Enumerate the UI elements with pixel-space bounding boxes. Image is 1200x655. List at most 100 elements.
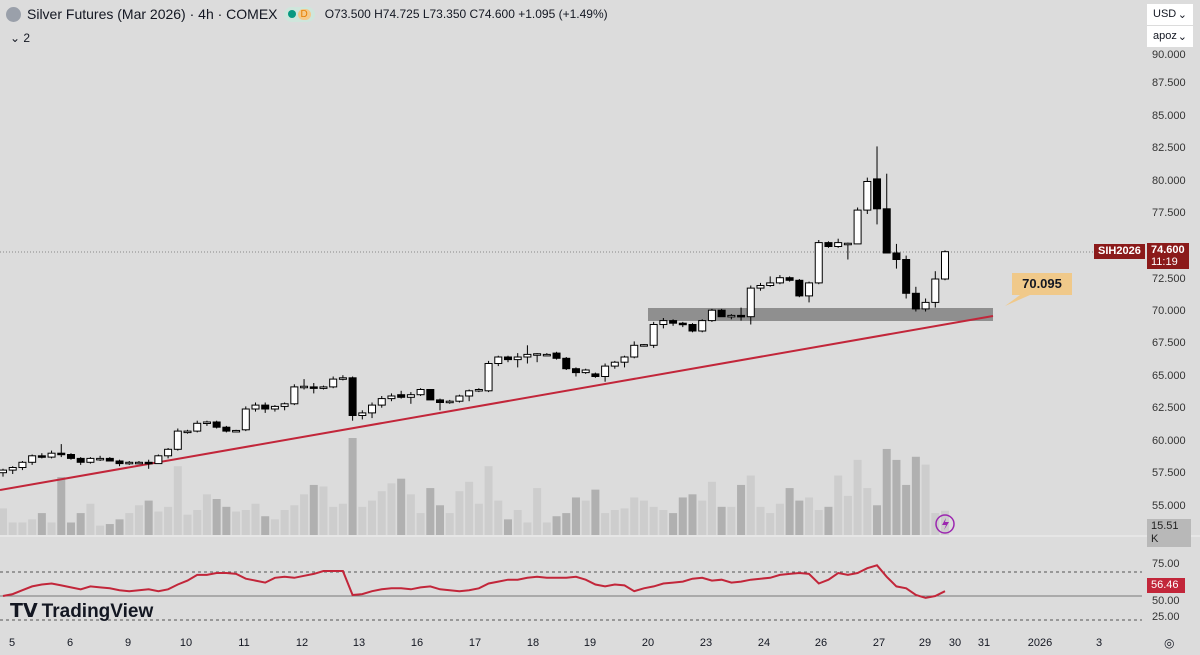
candle[interactable] — [795, 279, 804, 297]
candle[interactable] — [57, 452, 66, 456]
candle[interactable] — [707, 309, 716, 322]
candle[interactable] — [513, 356, 522, 361]
candle[interactable] — [309, 386, 318, 389]
status-badges[interactable]: D — [283, 6, 315, 22]
candle[interactable] — [455, 395, 464, 402]
candle[interactable] — [86, 457, 95, 463]
candle[interactable] — [571, 368, 580, 374]
lightning-icon[interactable] — [935, 514, 955, 534]
candle[interactable] — [18, 461, 27, 468]
candle[interactable] — [717, 309, 726, 318]
candle[interactable] — [96, 457, 105, 461]
candle[interactable] — [154, 455, 163, 465]
candle[interactable] — [251, 404, 260, 410]
candle[interactable] — [358, 412, 367, 416]
candle[interactable] — [911, 292, 920, 310]
candle[interactable] — [368, 404, 377, 414]
candle[interactable] — [436, 399, 445, 403]
candle[interactable] — [232, 429, 241, 433]
candle[interactable] — [377, 398, 386, 406]
candle[interactable] — [494, 356, 503, 364]
candle[interactable] — [300, 385, 309, 389]
candle[interactable] — [37, 455, 46, 458]
candle[interactable] — [319, 386, 328, 389]
symbol-title[interactable]: Silver Futures (Mar 2026) · 4h · COMEX — [27, 6, 278, 22]
candle[interactable] — [737, 314, 746, 318]
candle[interactable] — [785, 277, 794, 281]
candle[interactable] — [76, 457, 85, 463]
candle[interactable] — [397, 394, 406, 398]
candle[interactable] — [678, 322, 687, 326]
candle[interactable] — [853, 209, 862, 245]
candle[interactable] — [241, 408, 250, 431]
candle[interactable] — [134, 461, 143, 465]
tradingview-logo[interactable]: 𝗧𝗩 TradingView — [10, 600, 153, 623]
candle[interactable] — [649, 324, 658, 346]
candle[interactable] — [202, 421, 211, 424]
candle[interactable] — [542, 353, 551, 357]
candle[interactable] — [639, 344, 648, 347]
candle[interactable] — [902, 259, 911, 294]
candle[interactable] — [814, 242, 823, 284]
candle[interactable] — [562, 357, 571, 370]
candle[interactable] — [746, 287, 755, 318]
candle[interactable] — [0, 469, 7, 474]
candle[interactable] — [125, 461, 134, 465]
candle[interactable] — [445, 400, 454, 404]
candle[interactable] — [280, 403, 289, 407]
candle[interactable] — [47, 452, 56, 458]
candle[interactable] — [338, 377, 347, 380]
candle[interactable] — [416, 389, 425, 396]
candle[interactable] — [581, 369, 590, 374]
candle[interactable] — [698, 320, 707, 332]
candle[interactable] — [212, 421, 221, 428]
support-zone[interactable] — [648, 308, 993, 321]
candle[interactable] — [756, 285, 765, 289]
candle[interactable] — [834, 242, 843, 248]
candle[interactable] — [941, 251, 949, 280]
trendline[interactable] — [0, 315, 994, 491]
candle[interactable] — [775, 277, 784, 284]
candle[interactable] — [620, 356, 629, 363]
candle[interactable] — [766, 282, 775, 286]
candle[interactable] — [610, 361, 619, 367]
candle[interactable] — [892, 252, 901, 260]
candle[interactable] — [601, 365, 610, 378]
candle[interactable] — [727, 314, 736, 318]
candle[interactable] — [183, 430, 192, 434]
candle[interactable] — [523, 353, 532, 358]
candle[interactable] — [591, 373, 600, 377]
candle[interactable] — [144, 461, 153, 465]
candle[interactable] — [863, 181, 872, 211]
candle[interactable] — [552, 352, 561, 359]
price-callout[interactable]: 70.095 — [1012, 273, 1072, 295]
candle[interactable] — [28, 455, 37, 463]
candle[interactable] — [8, 467, 17, 471]
candle[interactable] — [426, 389, 435, 401]
indicators-toggle[interactable]: ⌄ 2 — [10, 31, 30, 45]
candle[interactable] — [465, 390, 474, 397]
settings-eye-icon[interactable]: ◎ — [1164, 636, 1175, 650]
candle[interactable] — [484, 363, 493, 392]
candle[interactable] — [105, 457, 114, 462]
candle[interactable] — [222, 426, 231, 432]
candle[interactable] — [193, 422, 202, 432]
candle[interactable] — [261, 404, 270, 410]
candle[interactable] — [115, 460, 124, 465]
candle[interactable] — [474, 389, 483, 392]
candle[interactable] — [66, 454, 75, 459]
candle[interactable] — [688, 324, 697, 332]
candle[interactable] — [921, 301, 930, 310]
candle[interactable] — [173, 430, 182, 450]
candle[interactable] — [843, 242, 852, 246]
candle[interactable] — [805, 282, 814, 297]
scale-select[interactable]: apoz ⌄ — [1147, 26, 1193, 47]
candle[interactable] — [824, 242, 833, 248]
candle[interactable] — [533, 353, 542, 356]
candle[interactable] — [348, 377, 357, 416]
candle[interactable] — [659, 320, 668, 326]
candle[interactable] — [669, 320, 678, 324]
candle[interactable] — [882, 208, 891, 254]
candle[interactable] — [873, 178, 882, 210]
